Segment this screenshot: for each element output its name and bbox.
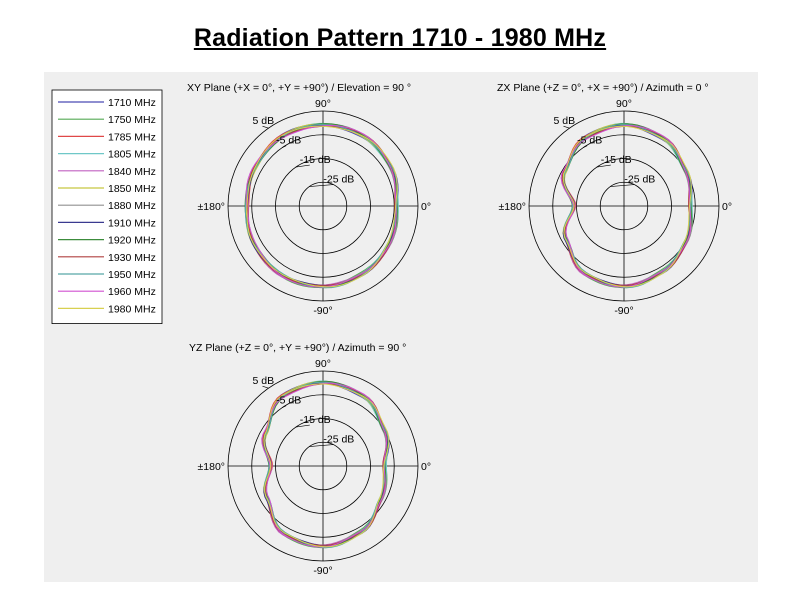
trace-1980-mhz [246,125,398,288]
trace-1980-mhz [562,125,692,288]
plots-canvas: XY Plane (+X = 0°, +Y = +90°) / Elevatio… [51,82,732,577]
angle-label-bottom: -90° [614,305,633,317]
radial-label-arrow [309,184,334,187]
radial-label-arrow [281,405,287,408]
radial-label: 5 dB [253,115,275,127]
polar-plot-1: XY Plane (+X = 0°, +Y = +90°) / Elevatio… [187,82,419,302]
legend-label: 1785 MHz [108,131,156,143]
polar-title: YZ Plane (+Z = 0°, +Y = +90°) / Azimuth … [189,342,406,354]
angle-label-top: 90° [315,358,331,370]
radial-label: 5 dB [253,375,275,387]
trace-1785-mhz [247,125,397,286]
angle-label-left: ±180° [198,461,225,473]
radial-label-arrow [295,164,310,168]
radial-label: -25 dB [323,174,354,186]
radial-label: -15 dB [601,154,632,166]
radial-label: -25 dB [624,174,655,186]
legend-label: 1980 MHz [108,303,156,315]
radial-label-arrow [596,164,611,168]
legend-box [51,89,163,325]
angle-label-bottom: -90° [313,565,332,577]
radial-label: -15 dB [300,414,331,426]
legend-label: 1950 MHz [108,269,156,281]
radial-label-arrow [563,125,570,129]
page-title: Radiation Pattern 1710 - 1980 MHz [193,24,607,52]
polar-title: XY Plane (+X = 0°, +Y = +90°) / Elevatio… [187,82,411,94]
legend-label: 1920 MHz [108,235,156,247]
angle-label-top: 90° [616,98,632,110]
radial-label: -5 dB [276,395,301,407]
polar-title: ZX Plane (+Z = 0°, +X = +90°) / Azimuth … [497,82,709,94]
radial-label-arrow [309,444,334,447]
radial-label: -5 dB [276,135,301,147]
plot-panel: XY Plane (+X = 0°, +Y = +90°) / Elevatio… [44,72,758,582]
radial-label: -15 dB [300,154,331,166]
trace-1960-mhz [261,382,387,548]
angle-label-right: 0° [722,201,732,213]
angle-label-top: 90° [315,98,331,110]
angle-label-right: 0° [421,201,431,213]
angle-label-left: ±180° [499,201,526,213]
legend-label: 1960 MHz [108,286,156,298]
legend-label: 1805 MHz [108,149,156,161]
angle-label-bottom: -90° [313,305,332,317]
legend-label: 1750 MHz [108,114,156,126]
angle-label-right: 0° [421,461,431,473]
trace-1980-mhz [263,383,390,548]
radial-label-arrow [262,385,269,389]
radial-label-arrow [582,145,588,148]
legend-label: 1850 MHz [108,183,156,195]
radial-label-arrow [610,184,635,187]
radial-label-arrow [262,125,269,129]
radial-label-arrow [295,424,310,428]
polar-plot-2: ZX Plane (+Z = 0°, +X = +90°) / Azimuth … [497,82,720,302]
angle-label-left: ±180° [198,201,225,213]
legend-label: 1910 MHz [108,217,156,229]
legend-label: 1880 MHz [108,200,156,212]
radial-label: -5 dB [577,135,602,147]
radial-label: -25 dB [323,434,354,446]
polar-plot-3: YZ Plane (+Z = 0°, +Y = +90°) / Azimuth … [189,342,419,562]
legend: 1710 MHz 1750 MHz 1785 MHz 1805 MHz 1840 MHz… [51,89,163,325]
radial-label: 5 dB [554,115,576,127]
trace-1840-mhz [247,125,397,286]
legend-label: 1930 MHz [108,252,156,264]
legend-label: 1840 MHz [108,166,156,178]
legend-label: 1710 MHz [108,97,156,109]
radial-label-arrow [281,145,287,148]
